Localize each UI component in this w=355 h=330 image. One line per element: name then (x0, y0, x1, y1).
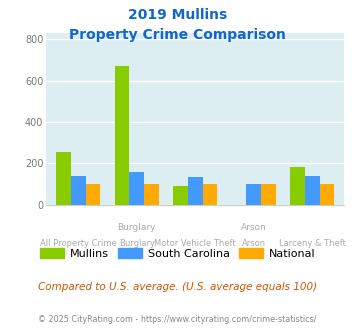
Bar (305, 176, 320, 205)
Text: Property Crime Comparison: Property Crime Comparison (69, 28, 286, 42)
Bar (71, 176, 86, 205)
Bar (188, 177, 203, 205)
Bar (320, 184, 334, 205)
Text: 2019 Mullins: 2019 Mullins (128, 8, 227, 22)
Text: Arson: Arson (241, 223, 267, 232)
Text: Larceny & Theft: Larceny & Theft (279, 239, 346, 248)
Text: Arson: Arson (242, 239, 266, 248)
Legend: Mullins, South Carolina, National: Mullins, South Carolina, National (40, 248, 315, 259)
Bar (261, 184, 275, 205)
Bar (290, 167, 305, 205)
Text: Burglary: Burglary (119, 239, 155, 248)
Text: Motor Vehicle Theft: Motor Vehicle Theft (154, 239, 236, 248)
Text: All Property Crime: All Property Crime (40, 239, 117, 248)
Text: Compared to U.S. average. (U.S. average equals 100): Compared to U.S. average. (U.S. average … (38, 282, 317, 292)
Text: © 2025 CityRating.com - https://www.cityrating.com/crime-statistics/: © 2025 CityRating.com - https://www.city… (38, 315, 317, 324)
Bar (56, 152, 71, 205)
Bar (246, 184, 261, 205)
Bar (203, 184, 217, 205)
Bar (173, 186, 188, 205)
Bar (86, 184, 100, 205)
Bar (115, 66, 130, 205)
Bar (130, 172, 144, 205)
Text: Burglary: Burglary (118, 223, 156, 232)
Bar (144, 184, 159, 205)
